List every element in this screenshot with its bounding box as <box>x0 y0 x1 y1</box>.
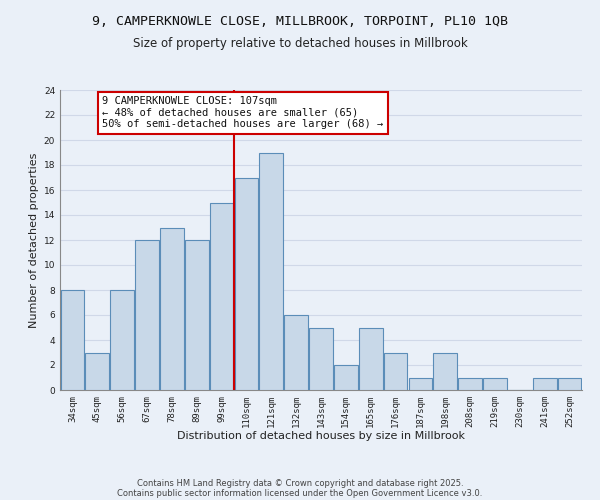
Bar <box>359 328 383 390</box>
Bar <box>309 328 333 390</box>
Bar <box>235 178 258 390</box>
Bar <box>160 228 184 390</box>
Bar <box>135 240 159 390</box>
Bar <box>384 352 407 390</box>
Text: Contains public sector information licensed under the Open Government Licence v3: Contains public sector information licen… <box>118 488 482 498</box>
Bar <box>409 378 432 390</box>
Bar <box>533 378 557 390</box>
Bar <box>334 365 358 390</box>
Bar <box>185 240 209 390</box>
Text: Contains HM Land Registry data © Crown copyright and database right 2025.: Contains HM Land Registry data © Crown c… <box>137 478 463 488</box>
Bar <box>259 152 283 390</box>
Y-axis label: Number of detached properties: Number of detached properties <box>29 152 40 328</box>
Text: 9, CAMPERKNOWLE CLOSE, MILLBROOK, TORPOINT, PL10 1QB: 9, CAMPERKNOWLE CLOSE, MILLBROOK, TORPOI… <box>92 15 508 28</box>
Bar <box>210 202 233 390</box>
Text: Size of property relative to detached houses in Millbrook: Size of property relative to detached ho… <box>133 38 467 51</box>
Bar <box>61 290 84 390</box>
X-axis label: Distribution of detached houses by size in Millbrook: Distribution of detached houses by size … <box>177 432 465 442</box>
Bar <box>284 315 308 390</box>
Bar <box>85 352 109 390</box>
Bar <box>483 378 507 390</box>
Text: 9 CAMPERKNOWLE CLOSE: 107sqm
← 48% of detached houses are smaller (65)
50% of se: 9 CAMPERKNOWLE CLOSE: 107sqm ← 48% of de… <box>102 96 383 130</box>
Bar <box>458 378 482 390</box>
Bar <box>558 378 581 390</box>
Bar <box>110 290 134 390</box>
Bar <box>433 352 457 390</box>
